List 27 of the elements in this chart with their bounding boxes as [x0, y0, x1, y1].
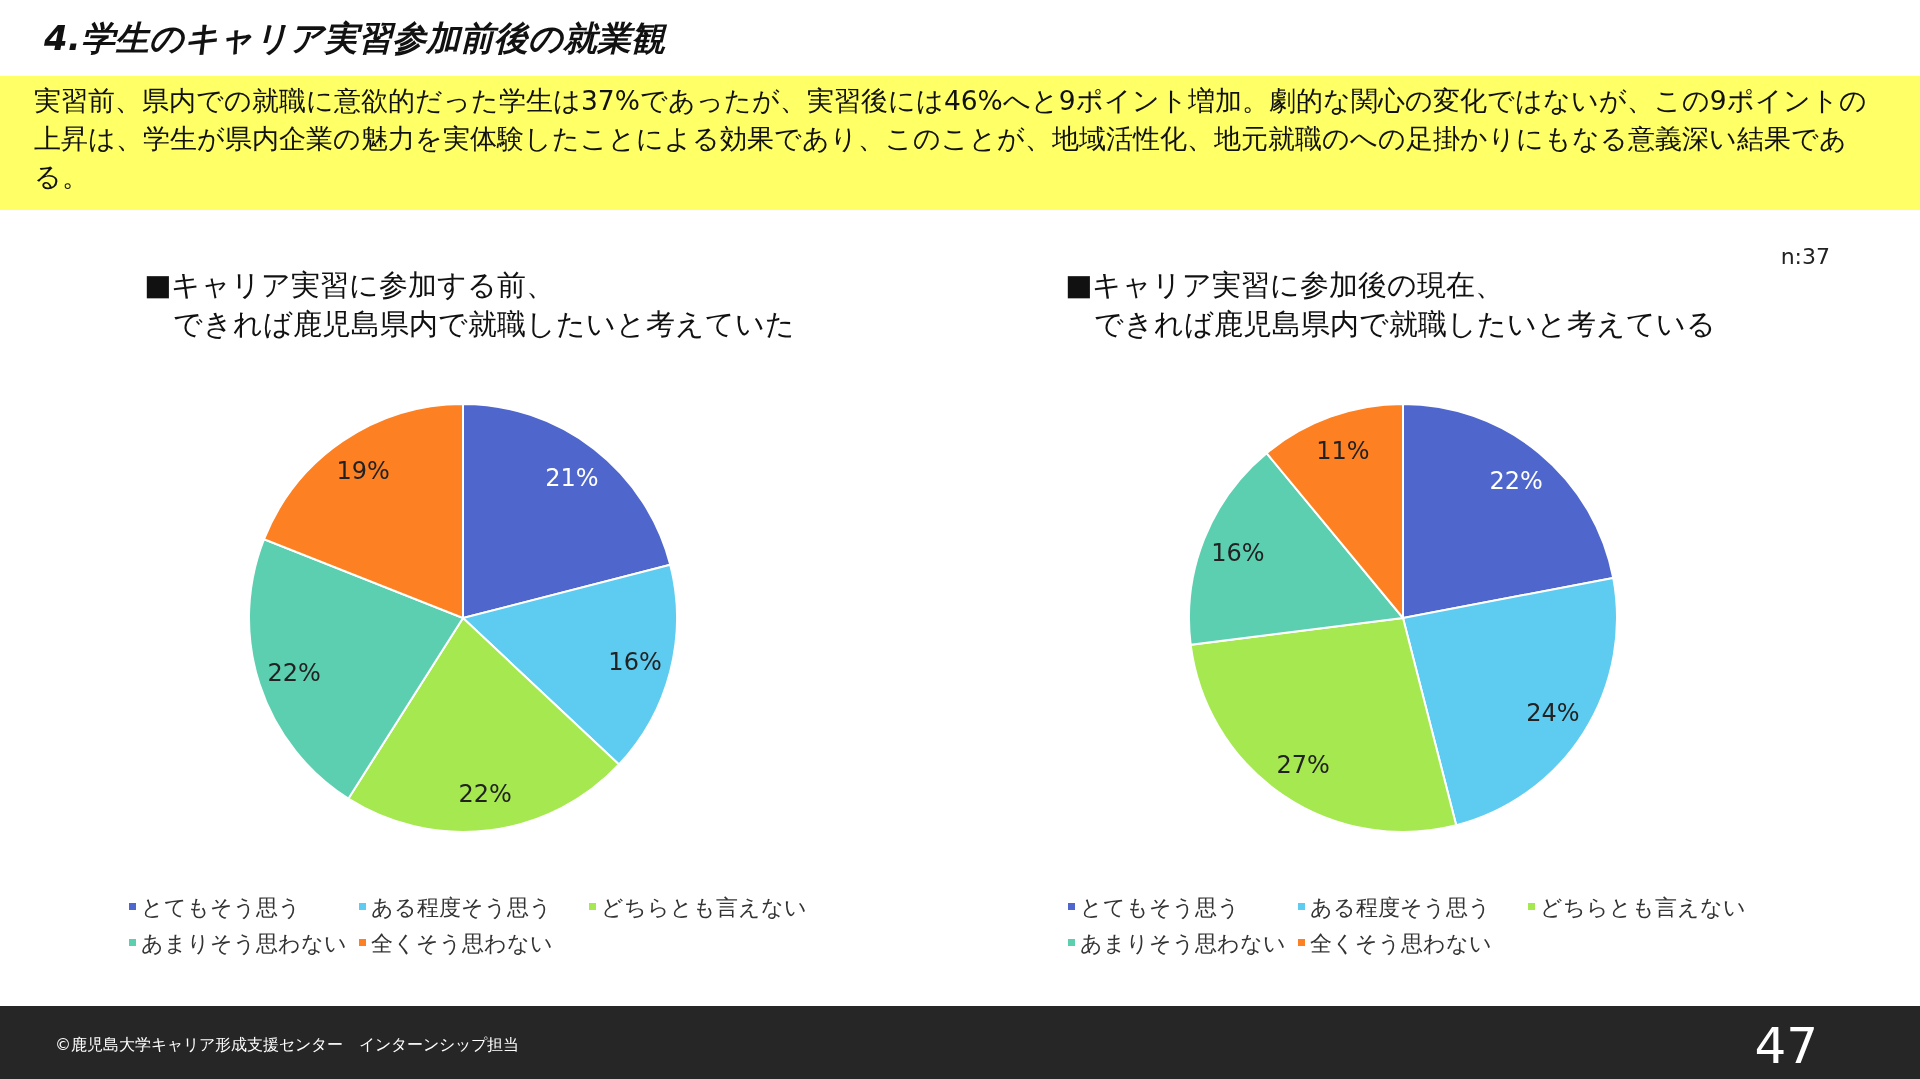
- legend-label: ある程度そう思う: [1310, 894, 1491, 920]
- data-label: 21%: [545, 463, 599, 492]
- text: 4.学生のキャリア実習参加前後の就業観: [43, 18, 668, 58]
- text: ©鹿児島大学キャリア形成支援センター インターンシップ担当: [55, 1035, 519, 1054]
- data-label: 22%: [458, 780, 512, 809]
- data-label: 16%: [608, 648, 662, 677]
- legend-label: 全くそう思わない: [1310, 930, 1492, 956]
- data-label: 16%: [1211, 538, 1265, 567]
- legend-label: あまりそう思わない: [141, 930, 347, 956]
- data-label: 22%: [1489, 467, 1543, 496]
- legend-label: ある程度そう思う: [371, 894, 552, 920]
- legend-label: あまりそう思わない: [1080, 930, 1286, 956]
- legend-label: どちらとも言えない: [1540, 894, 1746, 920]
- legend-label: とてもそう思う: [1080, 894, 1240, 920]
- data-label: 24%: [1526, 699, 1580, 728]
- chart-title: ■キャリア実習に参加する前、できれば鹿児島県内で就職したいと考えていた: [144, 268, 795, 341]
- data-label: 27%: [1276, 750, 1330, 779]
- text: 実習前、県内での就職に意欲的だった学生は37%であったが、実習後には46%へと9ポイント増加。劇的な関心の変化ではないが、この9ポイントの上昇は、学生が県内企業の魅力を実体験したことによる効果であり、このことが、地域活性化、地元就職のへの足掛かりにもなる意義深い結果である。: [34, 84, 1868, 194]
- text: n:37: [1780, 244, 1830, 269]
- legend-label: とてもそう思う: [141, 894, 301, 920]
- data-label: 22%: [267, 658, 321, 687]
- text: 47: [1754, 1017, 1818, 1075]
- legend-label: 全くそう思わない: [371, 930, 553, 956]
- data-label: 19%: [336, 457, 390, 486]
- legend-label: どちらとも言えない: [601, 894, 807, 920]
- chart-title: ■キャリア実習に参加後の現在、できれば鹿児島県内で就職したいと考えている: [1065, 268, 1716, 341]
- data-label: 11%: [1316, 436, 1370, 465]
